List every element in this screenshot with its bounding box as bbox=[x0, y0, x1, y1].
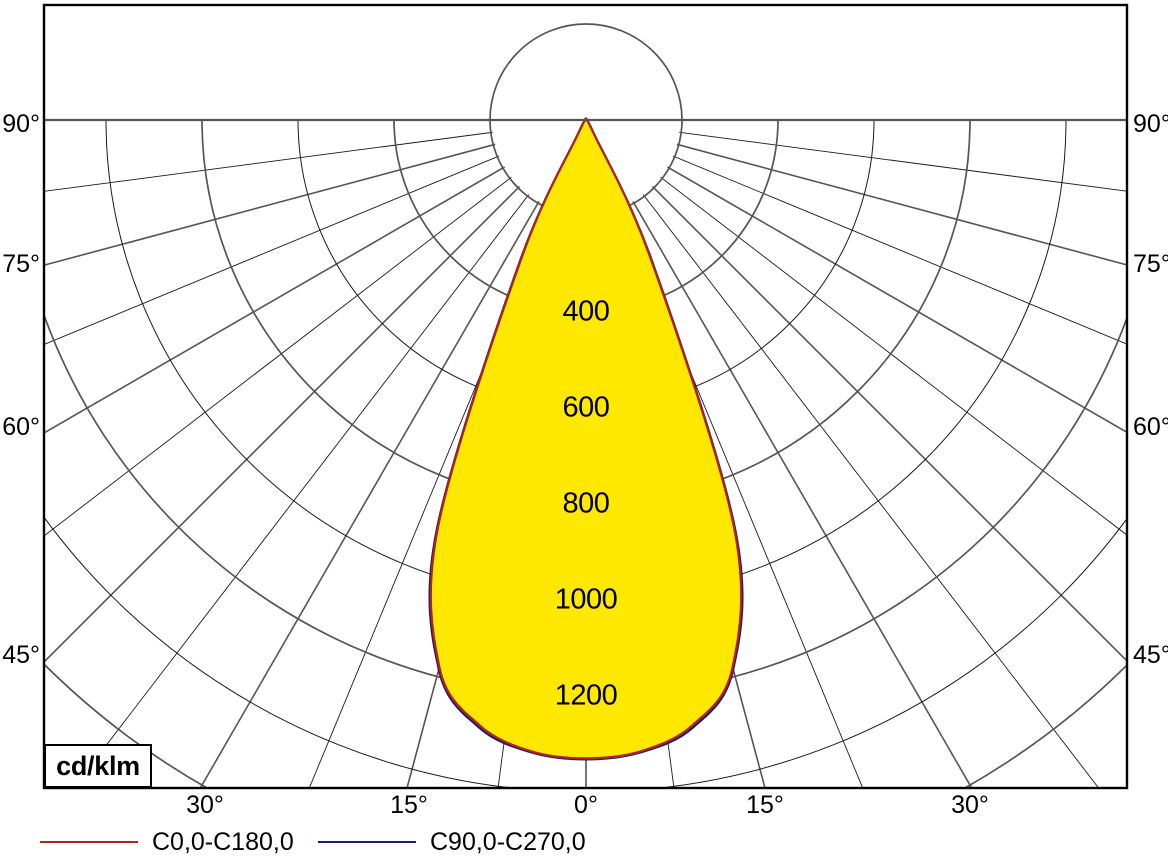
distribution-curve bbox=[429, 117, 743, 760]
angular-gridline bbox=[585, 119, 1127, 536]
angular-gridline bbox=[44, 119, 587, 267]
angular-gridline bbox=[44, 119, 587, 664]
unit-box: cd/klm bbox=[44, 744, 152, 788]
legend-line-swatch bbox=[40, 841, 138, 843]
radial-value-label: 400 bbox=[562, 295, 610, 328]
angular-gridline bbox=[585, 119, 1127, 345]
angular-gridline bbox=[72, 119, 587, 788]
legend-label: C0,0-C180,0 bbox=[152, 827, 294, 856]
right-angle-label: 90° bbox=[1133, 110, 1168, 138]
chart-legend: C0,0-C180,0 C90,0-C270,0 bbox=[0, 826, 1168, 858]
distribution-curves bbox=[428, 117, 744, 761]
legend-label: C90,0-C270,0 bbox=[430, 827, 586, 856]
radial-value-label: 1000 bbox=[554, 583, 618, 616]
angular-gridline bbox=[585, 119, 1100, 788]
right-angle-label: 75° bbox=[1133, 250, 1168, 278]
bottom-angle-label: 15° bbox=[390, 791, 428, 819]
radial-value-label: 1200 bbox=[554, 679, 618, 712]
angular-gridline bbox=[585, 119, 1127, 266]
radial-value-label: 800 bbox=[562, 487, 610, 520]
left-angle-label: 60° bbox=[2, 413, 40, 441]
angular-gridline bbox=[44, 119, 587, 192]
bottom-angle-label: 15° bbox=[746, 791, 784, 819]
grid-group bbox=[44, 23, 1127, 788]
unit-label: cd/klm bbox=[56, 750, 140, 781]
angular-gridline bbox=[44, 119, 587, 537]
legend-entry[interactable]: C0,0-C180,0 bbox=[40, 826, 294, 858]
legend-entry[interactable]: C90,0-C270,0 bbox=[318, 826, 586, 858]
bottom-angle-label: 0° bbox=[574, 791, 598, 819]
right-angle-label: 45° bbox=[1133, 641, 1168, 669]
left-angle-label: 90° bbox=[2, 110, 40, 138]
angular-gridline bbox=[585, 119, 1127, 663]
bottom-angle-label: 30° bbox=[186, 791, 224, 819]
angular-gridline bbox=[585, 119, 973, 788]
angular-gridline bbox=[585, 119, 1127, 192]
right-angle-label: 60° bbox=[1133, 413, 1168, 441]
angular-gridline bbox=[44, 119, 587, 434]
plot-border bbox=[42, 3, 1129, 790]
bottom-angle-label: 30° bbox=[951, 791, 989, 819]
left-angle-label: 75° bbox=[2, 250, 40, 278]
angular-gridline bbox=[44, 119, 587, 345]
angular-gridline bbox=[199, 119, 587, 788]
left-angle-label: 45° bbox=[2, 641, 40, 669]
legend-line-swatch bbox=[318, 841, 416, 843]
radial-value-label: 600 bbox=[562, 391, 610, 424]
distribution-fill-tip bbox=[429, 118, 743, 760]
